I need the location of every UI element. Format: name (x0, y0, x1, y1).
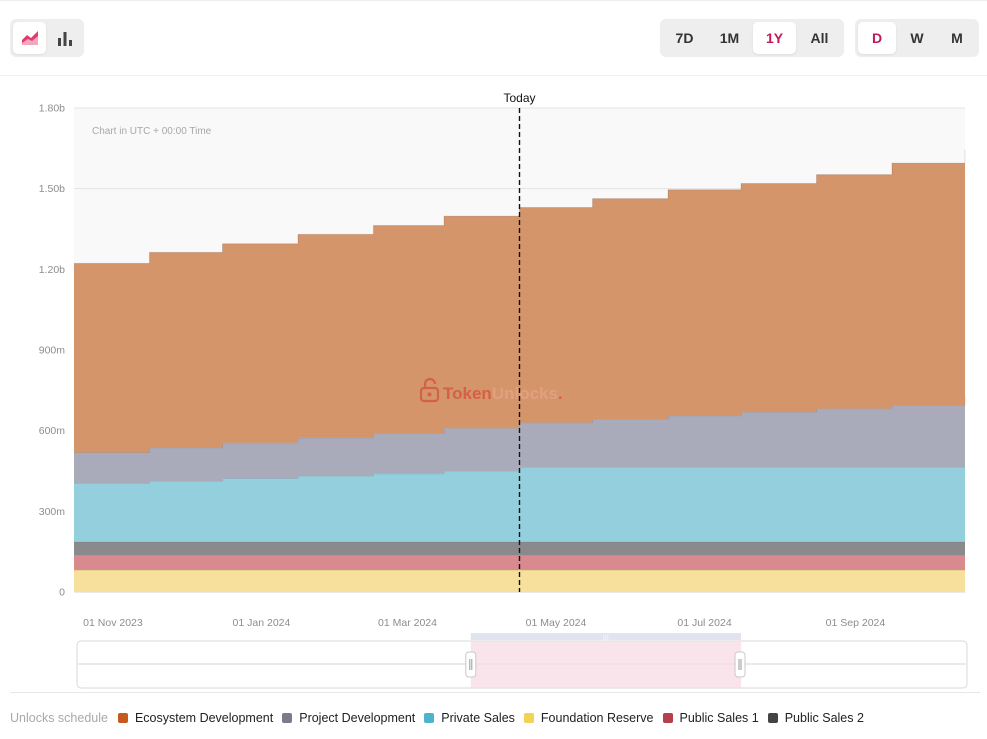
x-tick-label: 01 Jul 2024 (677, 617, 731, 629)
granularity-toggle: D W M (855, 19, 979, 57)
y-tick-label: 300m (39, 506, 66, 518)
watermark: TokenUnlocks. (419, 377, 563, 403)
range-1m-button[interactable]: 1M (719, 30, 740, 46)
timezone-note: Chart in UTC + 00:00 Time (92, 126, 212, 137)
legend-item-ecosystem-development[interactable]: Ecosystem Development (117, 711, 274, 725)
area-edge-private-sales (74, 466, 965, 484)
navigator-right-handle[interactable] (734, 651, 746, 678)
legend-label: Private Sales (441, 711, 515, 725)
x-tick-label: 01 May 2024 (526, 617, 587, 629)
legend-swatch (117, 713, 128, 723)
legend-swatch (767, 713, 778, 723)
chart-type-toggle (10, 19, 84, 57)
granularity-month-button[interactable]: M (951, 30, 963, 46)
y-tick-label: 600m (39, 425, 66, 437)
y-tick-label: 1.80b (39, 103, 65, 115)
unlock-schedule-chart: 0 300m 600m 900m 1.20b 1.50b 1.80b 01 Nov 2023… (39, 91, 968, 689)
legend-label: Foundation Reserve (540, 711, 654, 725)
legend-label: Project Development (299, 711, 416, 725)
granularity-day-button[interactable]: D (858, 22, 896, 54)
x-tick-label: 01 Jan 2024 (233, 617, 291, 629)
legend-item-foundation-reserve[interactable]: Foundation Reserve (523, 711, 654, 725)
area-chart-icon (21, 31, 38, 45)
granularity-week-button[interactable]: W (910, 30, 924, 46)
today-label: Today (503, 91, 535, 105)
area-public-sales-1 (74, 555, 965, 570)
y-axis-labels: 0 300m 600m 900m 1.20b 1.50b 1.80b (39, 103, 66, 599)
time-range-toggle: 7D 1M 1Y All (660, 19, 844, 57)
legend-item-public-sales-1[interactable]: Public Sales 1 (662, 711, 759, 725)
legend-item-public-sales-2[interactable]: Public Sales 2 (767, 711, 864, 725)
legend-label: Public Sales 1 (679, 711, 759, 725)
x-tick-label: 01 Mar 2024 (378, 617, 437, 629)
legend-label: Public Sales 2 (784, 711, 864, 725)
legend-swatch (282, 713, 293, 723)
x-axis-labels: 01 Nov 2023 01 Jan 2024 01 Mar 2024 01 May … (83, 617, 885, 629)
bar-chart-icon (57, 32, 72, 46)
legend-swatch (424, 713, 435, 723)
x-tick-label: 01 Nov 2023 (83, 617, 143, 629)
x-tick-label: 01 Sep 2024 (826, 617, 886, 629)
legend-divider (10, 692, 980, 693)
y-tick-label: 1.50b (39, 183, 65, 195)
range-all-button[interactable]: All (810, 30, 829, 46)
navigator-window[interactable] (470, 641, 742, 688)
legend-item-private-sales[interactable]: Private Sales (424, 711, 515, 725)
top-border (0, 0, 987, 4)
legend-item-project-development[interactable]: Project Development (282, 711, 415, 725)
bar-chart-button[interactable] (48, 22, 81, 54)
y-tick-label: 1.20b (39, 264, 65, 276)
navigator-left-handle[interactable] (465, 651, 477, 678)
legend-title: Unlocks schedule (10, 711, 108, 725)
range-1y-button[interactable]: 1Y (753, 22, 796, 54)
legend-swatch (662, 713, 673, 723)
watermark-text: TokenUnlocks. (443, 384, 563, 403)
range-7d-button[interactable]: 7D (675, 30, 694, 46)
range-navigator[interactable]: ||| (76, 633, 968, 689)
lock-icon (419, 377, 440, 403)
navigator-scrollbar[interactable] (470, 633, 742, 640)
legend: Unlocks schedule Ecosystem Development P… (10, 711, 873, 725)
chart-toolbar: 7D 1M 1Y All D W M (0, 4, 987, 76)
area-chart-button[interactable] (13, 22, 46, 54)
y-tick-label: 900m (39, 345, 66, 357)
y-tick-label: 0 (59, 587, 65, 599)
today-marker: Today (503, 91, 536, 592)
legend-label: Ecosystem Development (134, 711, 274, 725)
svg-text:|||: ||| (603, 635, 609, 642)
legend-swatch (523, 713, 534, 723)
